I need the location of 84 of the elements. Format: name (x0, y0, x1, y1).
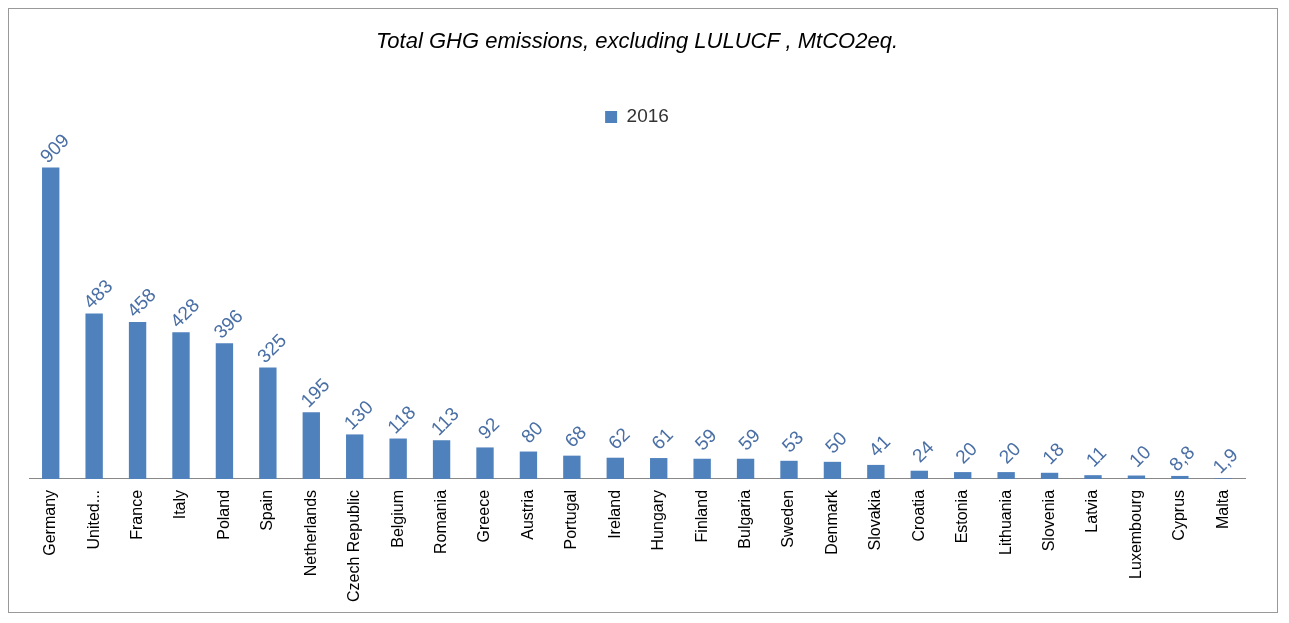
x-tick-label: Italy (171, 489, 189, 520)
data-label: 59 (690, 424, 721, 455)
x-tick-label: Malta (1213, 489, 1231, 530)
x-tick-label: Germany (41, 489, 59, 556)
x-tick-label: Spain (258, 489, 276, 531)
x-tick-label: Romania (431, 489, 449, 554)
x-tick-label: Slovakia (866, 489, 884, 551)
data-label: 396 (209, 305, 247, 343)
x-tick-label: Slovenia (1039, 489, 1057, 552)
bar (1084, 475, 1102, 479)
bar (476, 447, 494, 479)
x-tick-label: Belgium (388, 489, 406, 548)
x-tick-label: Greece (475, 489, 493, 543)
data-label: 483 (79, 275, 117, 313)
bar (954, 472, 972, 479)
data-label: 428 (166, 294, 204, 332)
legend-label: 2016 (626, 105, 669, 127)
x-tick-label: Netherlands (301, 489, 319, 577)
data-label: 458 (122, 283, 160, 322)
x-tick-label: Hungary (649, 489, 667, 551)
x-tick-label: Bulgaria (735, 489, 753, 549)
bar (910, 470, 928, 479)
bar (42, 167, 60, 479)
data-label: 130 (339, 396, 378, 434)
x-tick-label: Sweden (779, 489, 797, 548)
bar (736, 458, 755, 479)
data-label: 1,9 (1208, 443, 1242, 478)
x-tick-label: United... (84, 489, 102, 550)
data-label: 10 (1125, 441, 1155, 472)
bar (1171, 475, 1189, 479)
bar (172, 332, 190, 479)
x-tick-label: Luxembourg (1126, 489, 1144, 579)
bar (215, 343, 234, 479)
bar (1040, 472, 1059, 479)
bar (389, 438, 407, 479)
bar (650, 458, 668, 479)
data-label: 92 (473, 413, 504, 444)
x-tick-label: Ireland (605, 489, 623, 539)
data-label: 20 (951, 437, 982, 468)
data-label: 18 (1038, 438, 1068, 469)
bar (693, 458, 711, 479)
data-label: 909 (35, 129, 74, 167)
data-label: 62 (603, 423, 634, 454)
bar (259, 367, 277, 479)
x-tick-label: Czech Republic (345, 489, 363, 603)
data-label: 53 (777, 426, 808, 457)
data-label: 325 (252, 329, 291, 367)
x-tick-label: Finland (692, 489, 710, 543)
bar (519, 451, 538, 479)
data-label: 20 (994, 437, 1025, 468)
data-label: 24 (907, 436, 938, 467)
x-tick-label: Croatia (909, 489, 927, 542)
x-tick-label: Estonia (953, 489, 971, 544)
data-label: 61 (647, 423, 678, 454)
bar (823, 461, 842, 479)
x-tick-label: Lithuania (996, 489, 1014, 555)
bar (997, 472, 1015, 479)
chart-title: Total GHG emissions, excluding LULUCF , MtCO2eq. (375, 28, 899, 54)
bar (563, 455, 581, 479)
x-tick-label: Austria (518, 489, 536, 540)
x-tick-label: France (127, 489, 145, 540)
data-label: 8,8 (1164, 441, 1199, 476)
x-tick-label: Latvia (1083, 489, 1101, 533)
bar (128, 322, 147, 479)
bar (85, 313, 103, 479)
data-label: 41 (864, 430, 895, 461)
data-label: 68 (560, 421, 591, 452)
bar (302, 412, 320, 479)
x-tick-label: Poland (214, 489, 232, 540)
x-tick-label: Portugal (562, 489, 580, 550)
data-label: 113 (426, 403, 463, 440)
data-label: 59 (734, 424, 764, 455)
bar (432, 440, 451, 479)
bar (780, 460, 798, 479)
data-label: 11 (1081, 441, 1111, 471)
x-tick-label: Denmark (822, 488, 840, 555)
bar (346, 434, 364, 479)
x-tick-label: Cyprus (1170, 489, 1188, 541)
data-label: 195 (296, 374, 334, 412)
data-label: 80 (517, 417, 547, 448)
data-label: 118 (383, 401, 420, 438)
bar (867, 464, 885, 479)
bar (606, 457, 624, 479)
data-label: 50 (821, 427, 851, 458)
